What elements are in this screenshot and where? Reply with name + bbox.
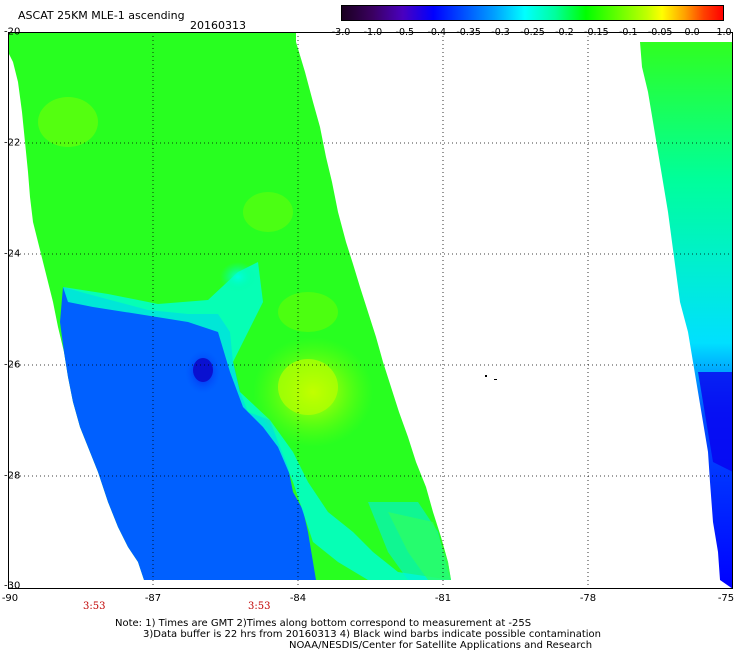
lat-lon-grid — [8, 32, 733, 589]
left-swath — [8, 32, 451, 580]
lat-label: -30 — [4, 580, 21, 592]
lon-label: -81 — [434, 593, 452, 604]
lat-label: -26 — [4, 359, 21, 371]
lat-label: -20 — [4, 26, 21, 38]
map-frame — [8, 32, 733, 589]
note-line-3: NOAA/NESDIS/Center for Satellite Applica… — [289, 640, 593, 651]
lat-label: -24 — [4, 248, 21, 260]
note-line-1: Note: 1) Times are GMT 2)Times along bot… — [115, 618, 532, 629]
lon-label: -78 — [579, 593, 597, 604]
swath-map — [8, 32, 733, 589]
lon-label: -87 — [144, 593, 162, 604]
color-scale-bar — [341, 5, 724, 21]
lon-label: -84 — [289, 593, 307, 604]
map-title: ASCAT 25KM MLE-1 ascending — [18, 9, 185, 22]
measurement-time: 3:53 — [248, 601, 271, 612]
measurement-time: 3:53 — [83, 601, 106, 612]
lon-label: -75 — [717, 593, 735, 604]
right-swath — [640, 42, 733, 589]
lon-label: -90 — [1, 593, 19, 604]
lat-label: -22 — [4, 137, 21, 149]
lat-label: -28 — [4, 470, 21, 482]
island-marks — [485, 375, 497, 380]
map-date: 20160313 — [190, 19, 246, 32]
note-line-2: 3)Data buffer is 22 hrs from 20160313 4)… — [143, 629, 601, 640]
